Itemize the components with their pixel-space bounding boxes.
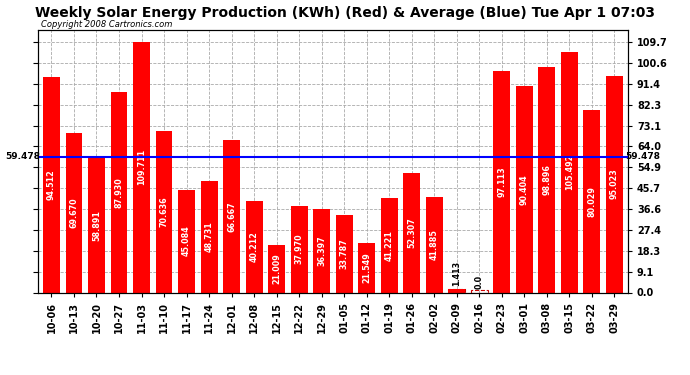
Text: 94.512: 94.512 — [47, 169, 56, 200]
Bar — [538, 67, 555, 292]
Bar — [403, 173, 420, 292]
Bar — [43, 77, 60, 292]
Bar — [606, 76, 623, 292]
Text: 45.084: 45.084 — [182, 226, 191, 256]
Text: 52.307: 52.307 — [407, 217, 416, 248]
Bar — [584, 110, 600, 292]
Bar — [178, 190, 195, 292]
Text: 21.009: 21.009 — [272, 253, 281, 284]
Text: 37.970: 37.970 — [295, 234, 304, 264]
Bar — [493, 71, 510, 292]
Text: 90.404: 90.404 — [520, 174, 529, 205]
Bar — [201, 181, 217, 292]
Text: 21.549: 21.549 — [362, 252, 371, 283]
Bar — [516, 86, 533, 292]
Bar — [336, 215, 353, 292]
Text: 41.221: 41.221 — [385, 230, 394, 261]
Bar — [133, 42, 150, 292]
Text: 80.029: 80.029 — [587, 186, 596, 217]
Text: 98.896: 98.896 — [542, 164, 551, 195]
Text: 87.930: 87.930 — [115, 177, 124, 207]
Bar — [223, 140, 240, 292]
Bar — [88, 158, 105, 292]
Text: 59.478: 59.478 — [6, 152, 40, 161]
Bar — [268, 244, 285, 292]
Bar — [156, 131, 172, 292]
Text: 105.492: 105.492 — [565, 154, 574, 190]
Bar — [448, 289, 465, 292]
Bar — [66, 134, 82, 292]
Text: 33.787: 33.787 — [339, 238, 348, 269]
Text: 48.731: 48.731 — [204, 222, 214, 252]
Bar — [426, 197, 443, 292]
Text: 109.711: 109.711 — [137, 149, 146, 185]
Text: 36.397: 36.397 — [317, 236, 326, 266]
Bar — [246, 201, 263, 292]
Text: 40.212: 40.212 — [250, 231, 259, 262]
Text: 95.023: 95.023 — [610, 169, 619, 200]
Text: 69.670: 69.670 — [70, 198, 79, 228]
Bar — [381, 198, 397, 292]
Text: Copyright 2008 Cartronics.com: Copyright 2008 Cartronics.com — [41, 20, 172, 29]
Bar — [561, 52, 578, 292]
Text: 0.0: 0.0 — [475, 275, 484, 289]
Bar — [448, 289, 465, 292]
Text: 97.113: 97.113 — [497, 166, 506, 197]
Text: 58.891: 58.891 — [92, 210, 101, 241]
Bar — [110, 92, 128, 292]
Text: 70.636: 70.636 — [159, 196, 168, 227]
Bar — [313, 209, 330, 292]
Text: 1.413: 1.413 — [452, 261, 462, 286]
Bar — [290, 206, 308, 292]
Text: 66.667: 66.667 — [227, 201, 236, 232]
Bar — [471, 290, 488, 292]
Text: 59.478: 59.478 — [626, 152, 660, 161]
Bar — [358, 243, 375, 292]
Text: Weekly Solar Energy Production (KWh) (Red) & Average (Blue) Tue Apr 1 07:03: Weekly Solar Energy Production (KWh) (Re… — [35, 6, 655, 20]
Text: 41.885: 41.885 — [430, 229, 439, 260]
